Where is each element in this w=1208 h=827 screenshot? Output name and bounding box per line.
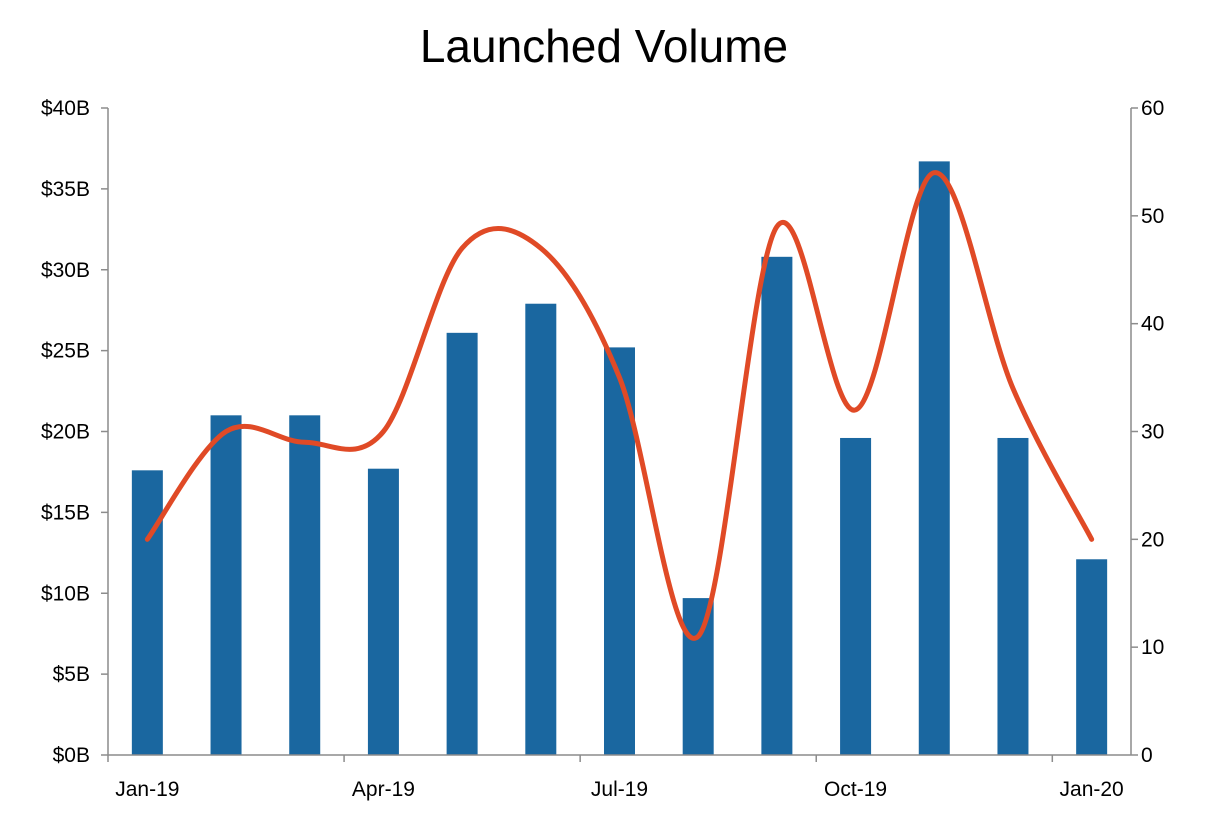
y2-tick-label: 50 — [1141, 205, 1164, 228]
y-tick-label: $20B — [41, 421, 90, 444]
bar-Jun-19 — [525, 303, 557, 755]
x-tick-label: Jul-19 — [591, 778, 648, 801]
y-tick-label: $5B — [53, 663, 90, 686]
bar-Oct-19 — [840, 437, 872, 755]
y2-tick-label: 0 — [1141, 744, 1153, 767]
tick-labels: $0B $5B $10B $15B $20B $25B $30B $35B $40B 0 10 20 3… — [41, 97, 1164, 801]
line-series — [144, 170, 1095, 641]
y2-tick-label: 30 — [1141, 421, 1164, 444]
bar-Jan-20 — [1076, 559, 1108, 755]
bar-Mar-19 — [289, 415, 321, 755]
bar-series — [131, 161, 1108, 755]
y2-tick-label: 10 — [1141, 636, 1164, 659]
bar-Dec-19 — [997, 437, 1029, 755]
y2-tick-label: 60 — [1141, 97, 1164, 120]
x-tick-label: Jan-20 — [1060, 778, 1124, 801]
bar-May-19 — [446, 332, 478, 755]
y2-tick-label: 40 — [1141, 313, 1164, 336]
y-tick-label: $25B — [41, 340, 90, 363]
axes — [101, 107, 1138, 762]
y-tick-label: $30B — [41, 259, 90, 282]
y-tick-label: $15B — [41, 501, 90, 524]
x-tick-label: Oct-19 — [824, 778, 887, 801]
bar-Nov-19 — [918, 161, 950, 755]
y-tick-label: $0B — [53, 744, 90, 767]
bar-Apr-19 — [367, 468, 399, 755]
bar-Aug-19 — [682, 598, 714, 755]
bar-Sep-19 — [761, 256, 793, 755]
chart-title: Launched Volume — [419, 20, 789, 72]
y-tick-label: $10B — [41, 582, 90, 605]
y-tick-label: $35B — [41, 178, 90, 201]
y-tick-label: $40B — [41, 97, 90, 120]
bar-Jan-19 — [131, 470, 163, 755]
x-tick-label: Apr-19 — [352, 778, 415, 801]
bar-Feb-19 — [210, 415, 242, 755]
x-tick-label: Jan-19 — [115, 778, 179, 801]
y2-tick-label: 20 — [1141, 528, 1164, 551]
launched-count-line — [144, 170, 1095, 641]
